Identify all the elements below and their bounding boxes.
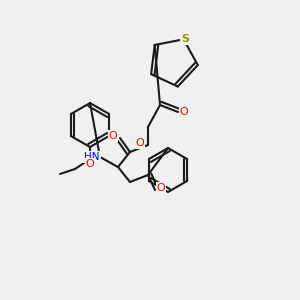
Text: HN: HN [84, 152, 100, 162]
Text: O: O [85, 159, 94, 169]
Text: O: O [109, 131, 117, 141]
Text: O: O [180, 107, 188, 117]
Text: O: O [136, 138, 144, 148]
Text: O: O [157, 183, 165, 193]
Text: S: S [182, 34, 190, 44]
